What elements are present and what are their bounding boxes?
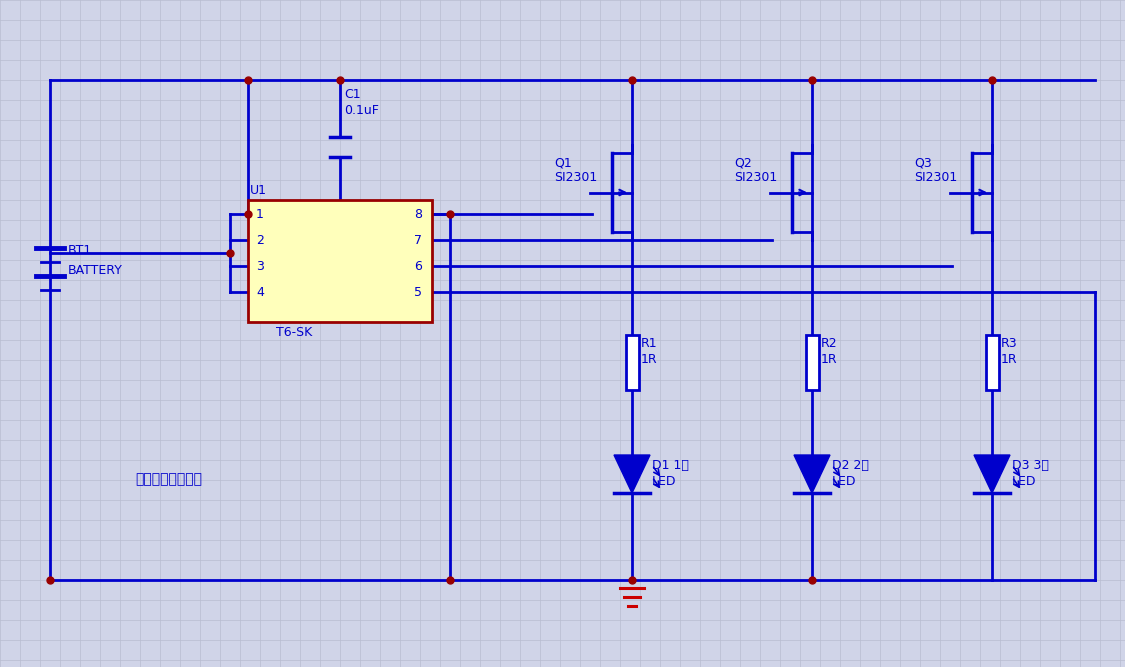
Text: D3 3路: D3 3路 [1012,459,1048,472]
Text: D1 1路: D1 1路 [652,459,688,472]
Text: BATTERY: BATTERY [68,263,123,277]
Bar [986,335,999,390]
Text: C1: C1 [344,88,361,101]
Text: LED: LED [652,475,676,488]
Text: 1R: 1R [641,353,658,366]
Text: 4: 4 [256,285,264,299]
Text: 6: 6 [414,259,422,273]
Text: LED: LED [1012,475,1036,488]
Text: R3: R3 [1001,337,1018,350]
Text: Q2: Q2 [734,157,752,170]
Text: LED: LED [832,475,856,488]
Text: 5: 5 [414,285,422,299]
Text: SI2301: SI2301 [554,171,597,184]
Text: Q1: Q1 [554,157,572,170]
Polygon shape [974,455,1010,493]
Text: SI2301: SI2301 [734,171,777,184]
Text: 上电一种变换输出: 上电一种变换输出 [135,472,202,486]
Text: U1: U1 [250,184,267,197]
Text: R2: R2 [821,337,838,350]
Text: 1: 1 [256,207,264,221]
Text: 2: 2 [256,233,264,247]
Text: 7: 7 [414,233,422,247]
Text: BT1: BT1 [68,243,92,257]
Text: D2 2路: D2 2路 [832,459,868,472]
Bar [248,200,432,322]
Polygon shape [614,455,650,493]
Text: 0.1uF: 0.1uF [344,104,379,117]
Text: R1: R1 [641,337,658,350]
Text: SI2301: SI2301 [914,171,957,184]
Text: 1R: 1R [1001,353,1018,366]
Polygon shape [794,455,830,493]
Text: 3: 3 [256,259,264,273]
Text: 8: 8 [414,207,422,221]
Text: T6-SK: T6-SK [276,326,313,339]
Text: 1R: 1R [821,353,838,366]
Bar [626,335,639,390]
Bar [806,335,819,390]
Text: Q3: Q3 [914,157,932,170]
